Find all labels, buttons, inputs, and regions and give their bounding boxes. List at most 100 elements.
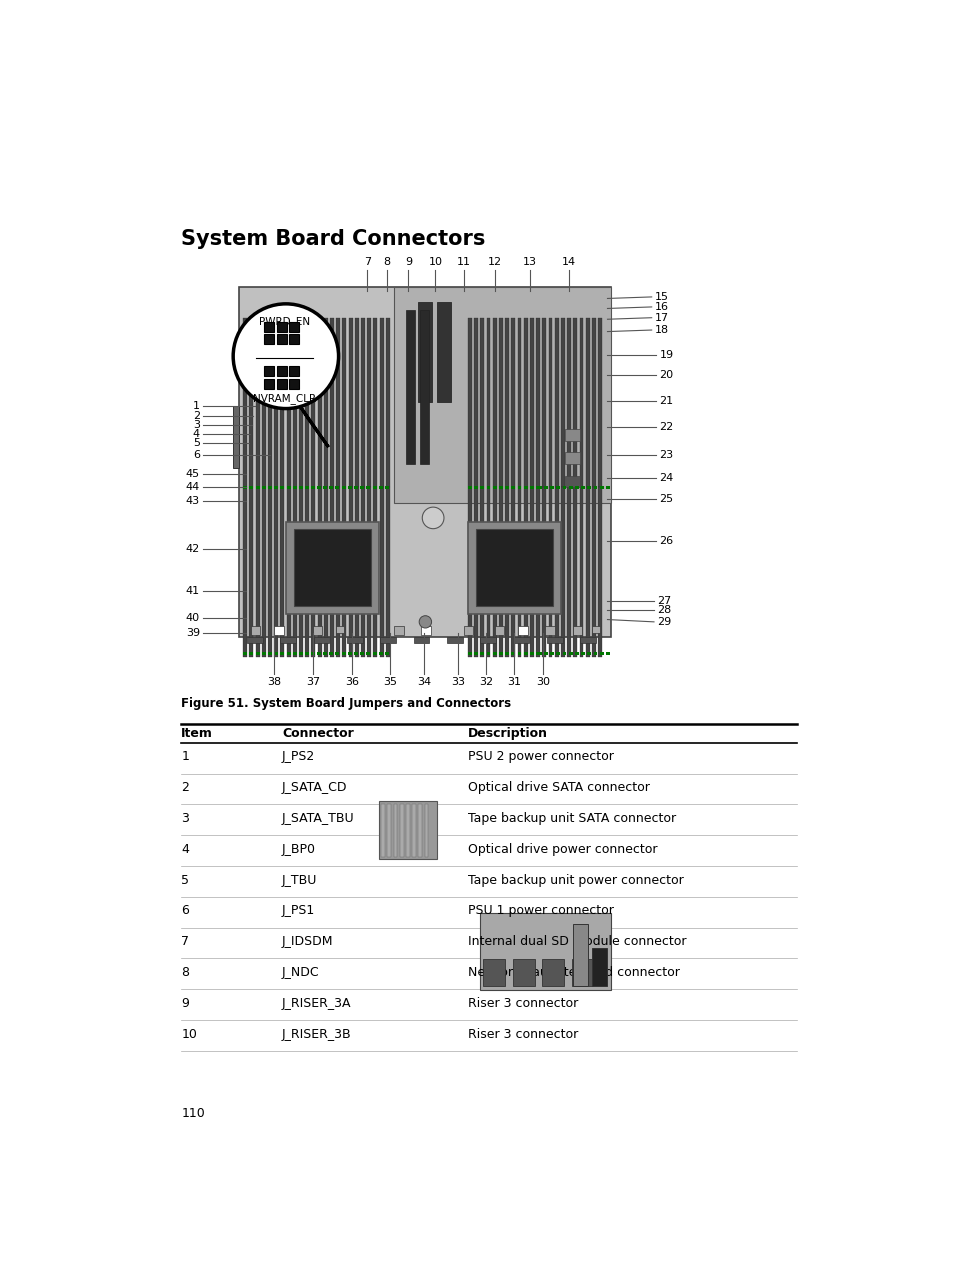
Text: J_TBU: J_TBU [282, 874, 317, 886]
Bar [511, 652, 515, 656]
Bar [264, 366, 274, 377]
Bar [523, 486, 527, 488]
Text: Network daughter card connector: Network daughter card connector [468, 966, 679, 979]
Bar [280, 318, 284, 487]
Bar [579, 318, 583, 487]
Bar [536, 318, 539, 487]
Bar [289, 379, 298, 388]
Bar [268, 486, 272, 488]
Bar [474, 318, 477, 487]
Bar [505, 486, 509, 488]
Text: 31: 31 [507, 677, 521, 687]
Bar [289, 333, 298, 344]
Bar [261, 652, 266, 656]
Bar [564, 430, 579, 441]
Bar [342, 318, 346, 487]
Bar [486, 652, 490, 656]
Bar [348, 652, 352, 656]
Text: 9: 9 [181, 997, 189, 1009]
Bar [593, 486, 597, 488]
Bar [355, 487, 358, 657]
Bar [311, 652, 315, 656]
Bar [587, 652, 591, 656]
Bar [387, 804, 391, 857]
Bar [394, 804, 397, 857]
Bar [255, 652, 259, 656]
Bar [419, 309, 429, 464]
Bar [498, 652, 502, 656]
Bar [556, 652, 559, 656]
Bar [255, 318, 259, 487]
Bar [247, 638, 262, 643]
Text: 7: 7 [181, 936, 189, 948]
Bar [335, 486, 339, 488]
Bar [543, 652, 547, 656]
Text: 2: 2 [181, 781, 189, 794]
Bar [367, 318, 371, 487]
Bar [347, 638, 362, 643]
Bar [335, 487, 340, 657]
Bar [579, 638, 596, 643]
Bar [249, 318, 253, 487]
Bar [233, 406, 239, 468]
Circle shape [418, 616, 431, 628]
Bar [341, 652, 345, 656]
Bar [366, 652, 370, 656]
Bar [530, 487, 534, 657]
Bar [274, 318, 278, 487]
Text: 21: 21 [659, 396, 673, 406]
Bar [537, 652, 541, 656]
Bar [251, 625, 260, 635]
Text: 5: 5 [193, 439, 199, 448]
Bar [592, 625, 599, 634]
Bar [379, 487, 383, 657]
Text: Figure 51. System Board Jumpers and Connectors: Figure 51. System Board Jumpers and Conn… [181, 697, 511, 710]
Bar [406, 804, 410, 857]
Text: 22: 22 [659, 422, 673, 432]
Bar [505, 487, 509, 657]
Text: Tape backup unit SATA connector: Tape backup unit SATA connector [468, 812, 676, 825]
Bar [568, 486, 572, 488]
Bar [268, 652, 272, 656]
Bar [511, 487, 515, 657]
Bar [286, 486, 291, 488]
Bar [505, 318, 509, 487]
Bar [264, 379, 274, 388]
Bar [548, 318, 552, 487]
Text: 6: 6 [181, 904, 189, 918]
Bar [480, 486, 484, 488]
Bar [289, 322, 298, 331]
Bar [367, 487, 371, 657]
Bar [366, 486, 370, 488]
Bar [556, 486, 559, 488]
Bar [421, 625, 431, 635]
Bar [468, 652, 472, 656]
Text: 18: 18 [654, 325, 668, 335]
Bar [261, 487, 266, 657]
Text: 11: 11 [456, 257, 471, 266]
Bar [276, 333, 286, 344]
Bar [517, 625, 527, 635]
Text: NVRAM_CLR: NVRAM_CLR [253, 393, 315, 404]
Bar [249, 652, 253, 656]
Bar [330, 487, 334, 657]
Text: 34: 34 [416, 677, 431, 687]
Bar [486, 318, 490, 487]
Bar [289, 366, 298, 377]
Text: 27: 27 [657, 596, 671, 606]
Bar [380, 638, 395, 643]
Bar [593, 652, 597, 656]
Text: 7: 7 [363, 257, 371, 266]
Bar [523, 318, 527, 487]
Bar [560, 487, 564, 657]
Bar [579, 487, 583, 657]
Text: J_PS1: J_PS1 [282, 904, 314, 918]
Bar [568, 652, 572, 656]
Bar [406, 309, 415, 464]
Text: 6: 6 [193, 450, 199, 460]
Bar [323, 652, 327, 656]
Bar [360, 652, 364, 656]
Bar [243, 318, 247, 487]
Bar [298, 486, 303, 488]
Bar [571, 959, 593, 987]
